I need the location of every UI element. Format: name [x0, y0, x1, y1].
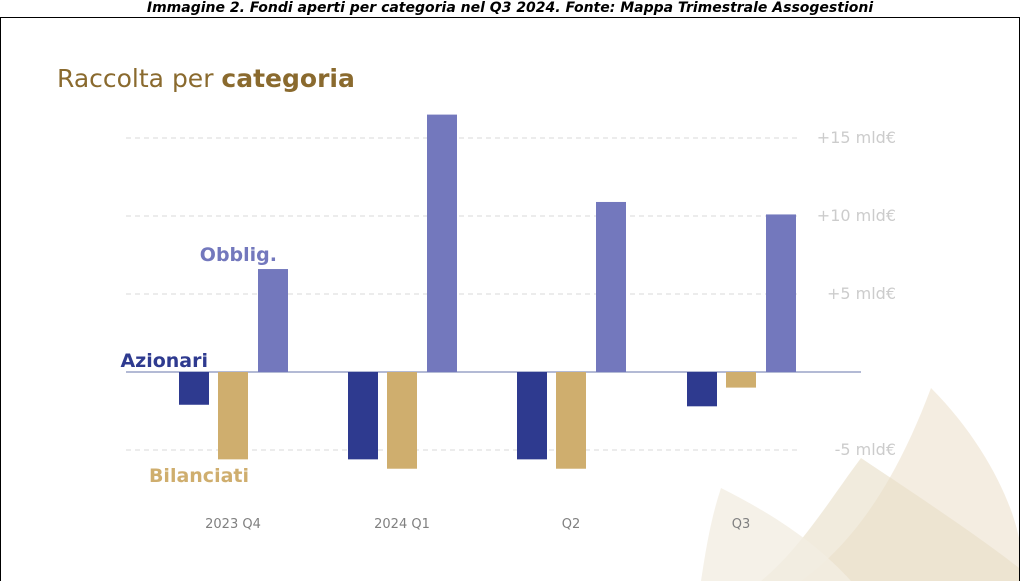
bar-bilanciati	[556, 372, 586, 469]
bg-wave-shape	[701, 488, 851, 581]
bar-obbligazionari	[596, 201, 626, 372]
bar-azionari	[348, 372, 378, 460]
bars	[179, 114, 796, 469]
series-label: Obblig.	[200, 244, 277, 266]
bar-obbligazionari	[258, 269, 288, 372]
bg-wave-shape	[761, 458, 1019, 581]
x-tick-labels: 2023 Q4 2024 Q1 Q2 Q3	[205, 517, 750, 532]
series-label: Bilanciati	[149, 465, 249, 487]
bar-azionari	[179, 372, 209, 405]
bar-azionari	[517, 372, 547, 460]
bar-obbligazionari	[427, 114, 457, 372]
decorative-background	[701, 388, 1019, 581]
bar-obbligazionari	[766, 214, 796, 372]
x-tick-label: 2024 Q1	[374, 517, 430, 532]
bar-chart: Raccolta per categoria +15 mld€+10 mld€+…	[57, 64, 1019, 581]
gridlines	[126, 137, 801, 451]
chart-title-part: Raccolta per	[57, 64, 221, 93]
y-tick-label: +10 mld€	[817, 206, 896, 225]
x-tick-label: Q2	[562, 517, 581, 532]
bar-bilanciati	[218, 372, 248, 460]
y-tick-label: +5 mld€	[827, 284, 896, 303]
bar-bilanciati	[726, 372, 756, 388]
series-labels: Azionari Bilanciati Obblig.	[120, 244, 277, 487]
x-tick-label: 2023 Q4	[205, 517, 261, 532]
chart-panel: Raccolta per categoria +15 mld€ +10 mld€ +…	[0, 17, 1020, 581]
chart-title-part: categoria	[221, 64, 354, 93]
y-tick-label: -5 mld€	[835, 440, 896, 459]
y-tick-labels: +15 mld€ +10 mld€ +5 mld€ -5 mld€	[817, 128, 896, 459]
bar-azionari	[687, 372, 717, 407]
chart-title: Raccolta per categoria	[57, 64, 355, 93]
figure-caption: Immagine 2. Fondi aperti per categoria n…	[146, 0, 874, 16]
series-label: Azionari	[120, 350, 208, 372]
y-tick-label: +15 mld€	[817, 128, 896, 147]
x-tick-label: Q3	[732, 517, 751, 532]
bar-bilanciati	[387, 372, 417, 469]
